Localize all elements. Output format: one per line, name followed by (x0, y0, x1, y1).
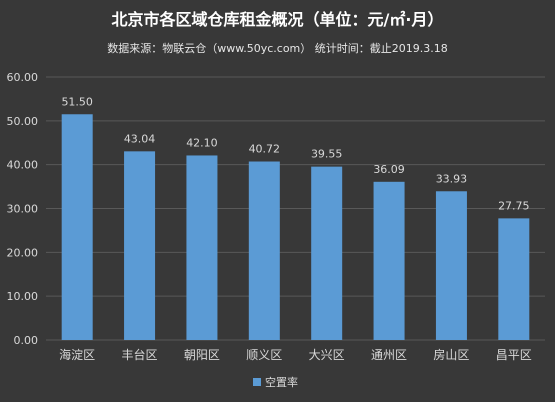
data-label-1: 43.04 (124, 132, 156, 145)
legend: 空置率 (253, 375, 298, 389)
data-labels: 51.50 43.04 42.10 40.72 39.55 36.09 33.93 27.75 (61, 95, 529, 212)
data-label-4: 39.55 (311, 148, 343, 161)
category-label-7: 昌平区 (496, 348, 532, 362)
category-label-4: 大兴区 (309, 348, 345, 362)
data-label-3: 40.72 (249, 143, 281, 156)
category-label-1: 丰台区 (122, 347, 158, 362)
y-axis: 0.00 10.00 20.00 30.00 40.00 50.00 60.00 (7, 71, 39, 347)
category-label-6: 房山区 (433, 347, 469, 362)
chart-title: 北京市各区域仓库租金概况（单位：元/㎡·月） (111, 10, 444, 29)
bar-6 (435, 191, 467, 340)
legend-swatch (253, 378, 261, 386)
bars (61, 114, 530, 340)
bar-3 (248, 161, 280, 340)
x-axis: 海淀区 丰台区 朝阳区 顺义区 大兴区 通州区 房山区 昌平区 (59, 347, 532, 362)
data-label-2: 42.10 (186, 136, 218, 149)
legend-label: 空置率 (265, 375, 298, 389)
y-tick-label: 20.00 (7, 246, 39, 259)
bar-7 (498, 218, 530, 340)
data-label-5: 36.09 (373, 163, 405, 176)
data-label-7: 27.75 (498, 199, 530, 212)
category-label-0: 海淀区 (59, 347, 95, 362)
y-tick-label: 0.00 (14, 334, 39, 347)
bar-4 (311, 166, 343, 340)
chart-subtitle: 数据来源：物联云仓（www.50yc.com） 统计时间：截止2019.3.18 (107, 42, 448, 55)
bar-5 (373, 181, 405, 340)
category-label-3: 顺义区 (246, 348, 282, 362)
y-tick-label: 60.00 (7, 71, 39, 84)
category-label-2: 朝阳区 (184, 348, 220, 362)
y-tick-label: 50.00 (7, 115, 39, 128)
bar-2 (186, 155, 218, 340)
grid-lines (46, 76, 545, 341)
category-label-5: 通州区 (371, 348, 407, 362)
y-tick-label: 10.00 (7, 290, 39, 303)
data-label-6: 33.93 (436, 172, 468, 185)
data-label-0: 51.50 (61, 95, 93, 108)
bar-0 (61, 114, 93, 340)
bar-1 (124, 151, 156, 340)
y-tick-label: 30.00 (7, 203, 39, 216)
y-tick-label: 40.00 (7, 159, 39, 172)
